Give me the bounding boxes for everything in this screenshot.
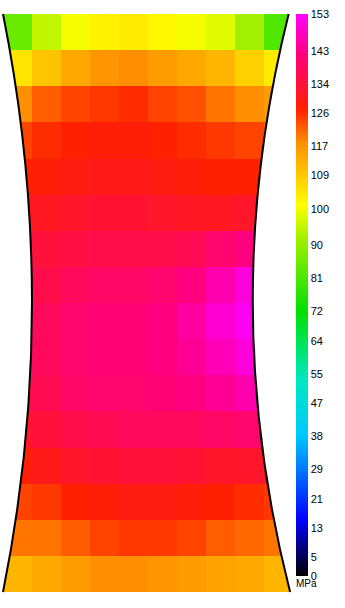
svg-text:55: 55 bbox=[311, 368, 323, 380]
svg-text:117: 117 bbox=[311, 140, 329, 152]
svg-text:153: 153 bbox=[311, 8, 329, 20]
svg-text:21: 21 bbox=[311, 493, 323, 505]
svg-text:47: 47 bbox=[311, 397, 323, 409]
svg-text:90: 90 bbox=[311, 239, 323, 251]
svg-text:72: 72 bbox=[311, 305, 323, 317]
svg-text:13: 13 bbox=[311, 522, 323, 534]
svg-text:29: 29 bbox=[311, 463, 323, 475]
svg-text:81: 81 bbox=[311, 272, 323, 284]
svg-text:0: 0 bbox=[311, 570, 317, 582]
svg-text:100: 100 bbox=[311, 203, 329, 215]
svg-text:5: 5 bbox=[311, 551, 317, 563]
svg-text:64: 64 bbox=[311, 335, 323, 347]
svg-text:109: 109 bbox=[311, 169, 329, 181]
svg-text:38: 38 bbox=[311, 430, 323, 442]
svg-text:126: 126 bbox=[311, 107, 329, 119]
svg-text:143: 143 bbox=[311, 45, 329, 57]
svg-text:134: 134 bbox=[311, 78, 329, 90]
svg-text:MPa: MPa bbox=[296, 578, 317, 589]
